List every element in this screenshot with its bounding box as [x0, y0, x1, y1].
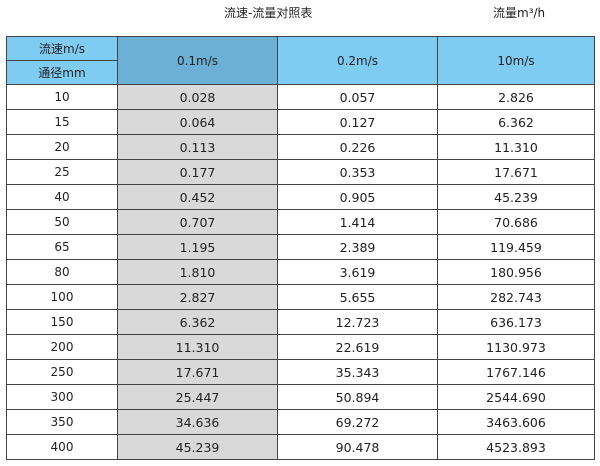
flow-cell: 282.743 — [437, 284, 595, 310]
table-row: 350 34.636 69.272 3463.606 — [6, 409, 595, 435]
flow-cell: 0.064 — [117, 109, 278, 135]
diameter-cell: 100 — [6, 284, 118, 310]
table-row: 25 0.177 0.353 17.671 — [6, 159, 595, 185]
flow-cell: 90.478 — [277, 434, 438, 460]
header-row: 通径mm — [6, 60, 595, 85]
table-row: 200 11.310 22.619 1130.973 — [6, 334, 595, 360]
flow-cell: 12.723 — [277, 309, 438, 335]
flow-cell: 0.353 — [277, 159, 438, 185]
table-row: 50 0.707 1.414 70.686 — [6, 209, 595, 235]
flow-cell: 180.956 — [437, 259, 595, 285]
flow-cell: 2.827 — [117, 284, 278, 310]
table-title: 流速-流量对照表 — [224, 6, 313, 20]
flow-cell: 35.343 — [277, 359, 438, 385]
flow-cell: 2.826 — [437, 84, 595, 110]
table-row: 300 25.447 50.894 2544.690 — [6, 384, 595, 410]
flow-cell: 636.173 — [437, 309, 595, 335]
flow-cell: 25.447 — [117, 384, 278, 410]
flow-cell: 1767.146 — [437, 359, 595, 385]
flow-cell: 1.195 — [117, 234, 278, 260]
diameter-cell: 400 — [6, 434, 118, 460]
flow-cell: 11.310 — [437, 134, 595, 160]
diameter-cell: 300 — [6, 384, 118, 410]
flow-cell: 1.414 — [277, 209, 438, 235]
flow-cell: 6.362 — [117, 309, 278, 335]
flow-cell: 0.707 — [117, 209, 278, 235]
table-row: 15 0.064 0.127 6.362 — [6, 109, 595, 135]
flow-cell: 3463.606 — [437, 409, 595, 435]
flow-cell: 70.686 — [437, 209, 595, 235]
flow-cell: 34.636 — [117, 409, 278, 435]
table-row: 80 1.810 3.619 180.956 — [6, 259, 595, 285]
table-row: 100 2.827 5.655 282.743 — [6, 284, 595, 310]
flow-cell: 2.389 — [277, 234, 438, 260]
column-header: 0.2m/s — [277, 36, 438, 85]
flow-cell: 4523.893 — [437, 434, 595, 460]
flow-cell: 45.239 — [437, 184, 595, 210]
table-row: 20 0.113 0.226 11.310 — [6, 134, 595, 160]
table-row: 10 0.028 0.057 2.826 — [6, 84, 595, 110]
column-header: 0.1m/s — [117, 36, 278, 85]
diameter-cell: 40 — [6, 184, 118, 210]
flow-cell: 17.671 — [437, 159, 595, 185]
flow-cell: 0.113 — [117, 134, 278, 160]
diameter-cell: 25 — [6, 159, 118, 185]
flow-cell: 0.905 — [277, 184, 438, 210]
flow-cell: 3.619 — [277, 259, 438, 285]
flow-cell: 119.459 — [437, 234, 595, 260]
diameter-cell: 200 — [6, 334, 118, 360]
diameter-cell: 350 — [6, 409, 118, 435]
flow-cell: 0.057 — [277, 84, 438, 110]
diameter-cell: 10 — [6, 84, 118, 110]
flow-cell: 5.655 — [277, 284, 438, 310]
flow-cell: 17.671 — [117, 359, 278, 385]
flow-cell: 0.226 — [277, 134, 438, 160]
flow-cell: 0.028 — [117, 84, 278, 110]
table-row: 40 0.452 0.905 45.239 — [6, 184, 595, 210]
diameter-cell: 50 — [6, 209, 118, 235]
flow-cell: 69.272 — [277, 409, 438, 435]
header-row: 流速m/s 0.1m/s 0.2m/s 10m/s — [6, 36, 595, 85]
flow-cell: 0.177 — [117, 159, 278, 185]
diameter-cell: 150 — [6, 309, 118, 335]
velocity-label: 流速m/s — [6, 36, 118, 61]
velocity-flow-table: 流速m/s 0.1m/s 0.2m/s 10m/s 通径mm 10 0.028 0.… — [6, 36, 595, 460]
column-header: 10m/s — [437, 36, 595, 85]
diameter-label: 通径mm — [6, 60, 118, 85]
flow-cell: 2544.690 — [437, 384, 595, 410]
unit-label: 流量m³/h — [493, 6, 546, 20]
flow-cell: 6.362 — [437, 109, 595, 135]
diameter-cell: 20 — [6, 134, 118, 160]
flow-cell: 50.894 — [277, 384, 438, 410]
flow-cell: 11.310 — [117, 334, 278, 360]
table-row: 150 6.362 12.723 636.173 — [6, 309, 595, 335]
flow-cell: 1.810 — [117, 259, 278, 285]
flow-cell: 45.239 — [117, 434, 278, 460]
table-row: 250 17.671 35.343 1767.146 — [6, 359, 595, 385]
table-row: 400 45.239 90.478 4523.893 — [6, 434, 595, 460]
flow-cell: 0.452 — [117, 184, 278, 210]
table-row: 65 1.195 2.389 119.459 — [6, 234, 595, 260]
diameter-cell: 80 — [6, 259, 118, 285]
flow-cell: 22.619 — [277, 334, 438, 360]
diameter-cell: 15 — [6, 109, 118, 135]
diameter-cell: 250 — [6, 359, 118, 385]
diameter-cell: 65 — [6, 234, 118, 260]
flow-cell: 1130.973 — [437, 334, 595, 360]
flow-cell: 0.127 — [277, 109, 438, 135]
